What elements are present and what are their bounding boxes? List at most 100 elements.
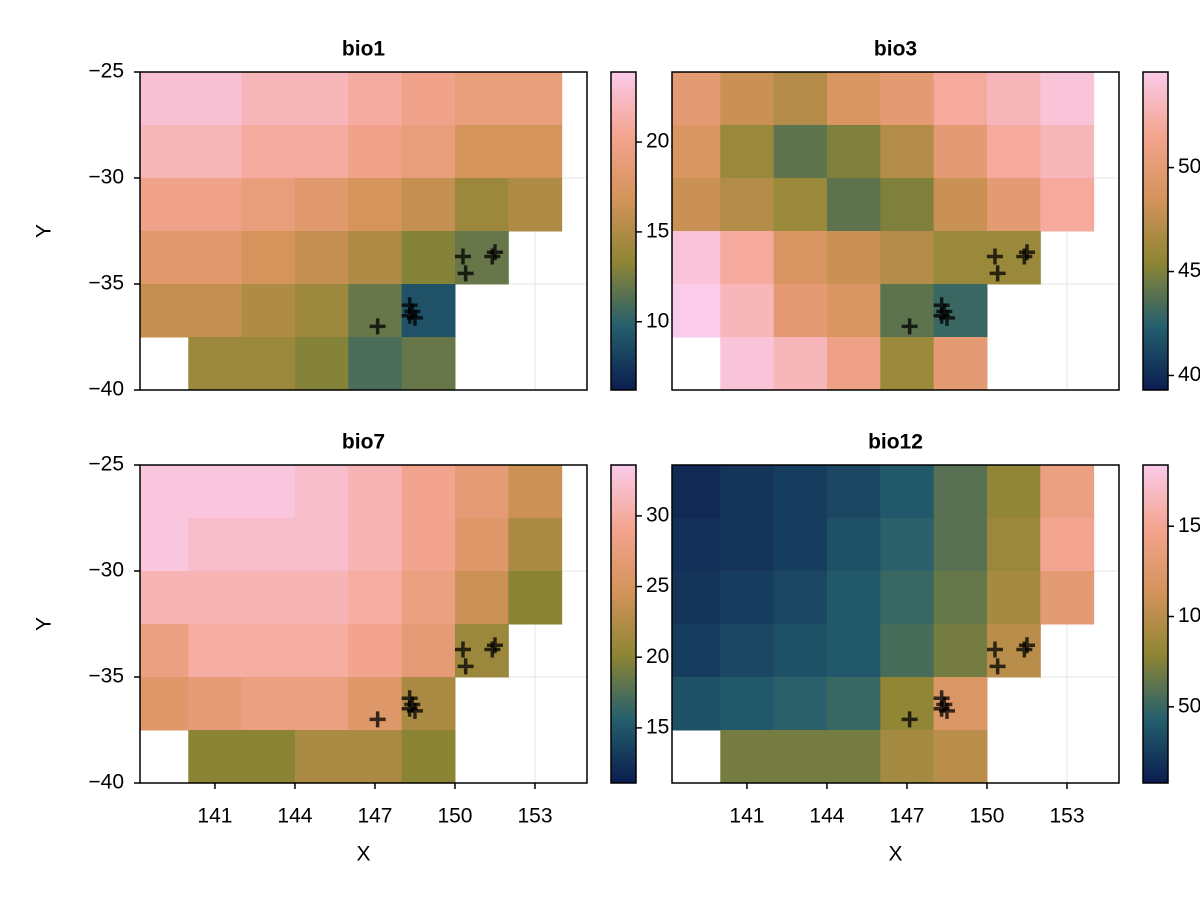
heatmap-cell — [720, 337, 775, 390]
heatmap-cell — [933, 571, 988, 625]
heatmap-cell — [140, 125, 189, 179]
heatmap-cell — [294, 465, 349, 519]
heatmap-cell — [1040, 465, 1095, 519]
heatmap-cell — [294, 337, 349, 390]
heatmap-cell — [1040, 125, 1095, 179]
heatmap-cell — [188, 571, 243, 625]
heatmap-cell — [188, 624, 243, 678]
occurrence-point — [938, 702, 955, 719]
y-tick-label: −30 — [88, 559, 124, 582]
heatmap-cell — [933, 231, 988, 285]
heatmap-cell — [401, 337, 456, 390]
occurrence-point — [901, 711, 918, 728]
heatmap-cell — [720, 125, 775, 179]
axes-frame — [671, 464, 1120, 784]
heatmap-cell — [880, 571, 935, 625]
heatmap-cell — [986, 72, 1041, 126]
y-tick-label: −40 — [88, 378, 124, 401]
heatmap-cell — [401, 231, 456, 285]
panel: bio1 −40 −35 −30 −25 Y 10 15 20 — [33, 38, 670, 401]
heatmap-cell — [140, 571, 189, 625]
heatmap-cell — [826, 337, 881, 390]
x-tick-label: 150 — [969, 805, 1004, 828]
heatmap-cell — [188, 178, 243, 232]
occurrence-point — [901, 318, 918, 335]
heatmap-cell — [401, 178, 456, 232]
heatmap-cell — [188, 125, 243, 179]
y-tick-label: −25 — [88, 453, 124, 476]
heatmap-cell — [773, 677, 828, 731]
colorbar-tick-label: 25 — [646, 574, 669, 597]
colorbar-tick-label: 50 — [1178, 155, 1200, 178]
heatmap-cell — [188, 337, 243, 390]
heatmap-cell — [294, 624, 349, 678]
colorbar — [1142, 71, 1169, 391]
heatmap-cell — [508, 571, 563, 625]
heatmap-cell — [294, 518, 349, 572]
heatmap-cell — [826, 518, 881, 572]
x-tick-label: 141 — [197, 805, 232, 828]
heatmap-cell — [880, 677, 935, 731]
heatmap-cell — [933, 337, 988, 390]
heatmap-cell — [720, 677, 775, 731]
heatmap-cell — [188, 465, 243, 519]
y-axis-label: Y — [33, 617, 56, 631]
heatmap-cell — [401, 125, 456, 179]
axes-frame — [671, 71, 1120, 391]
heatmap-cell — [773, 178, 828, 232]
heatmap-cell — [672, 465, 721, 519]
heatmap-cell — [241, 677, 296, 731]
heatmap-cell — [720, 465, 775, 519]
colorbar-tick-label: 500 — [1178, 694, 1200, 717]
heatmap-cell — [508, 125, 563, 179]
heatmap-cell — [720, 231, 775, 285]
colorbar-tick-label: 1500 — [1178, 514, 1200, 537]
occurrence-point — [406, 702, 423, 719]
heatmap-cell — [672, 624, 721, 678]
y-axis-label: Y — [33, 224, 56, 238]
heatmap-cell — [672, 178, 721, 232]
heatmap-cell — [241, 571, 296, 625]
occurrence-point — [1018, 244, 1035, 261]
x-axis-label: X — [888, 843, 902, 866]
heatmap-cell — [348, 178, 403, 232]
heatmap-cell — [241, 72, 296, 126]
colorbar-tick-label: 20 — [646, 645, 669, 668]
heatmap-cell — [454, 571, 509, 625]
heatmap-cell — [672, 231, 721, 285]
heatmap — [672, 465, 1095, 783]
colorbar — [610, 464, 637, 784]
heatmap-cell — [294, 677, 349, 731]
heatmap-cell — [672, 284, 721, 338]
heatmap-cell — [348, 284, 403, 338]
heatmap-cell — [188, 231, 243, 285]
heatmap-cell — [826, 72, 881, 126]
heatmap-cell — [294, 72, 349, 126]
colorbar-tick-label: 1000 — [1178, 604, 1200, 627]
heatmap-cell — [720, 178, 775, 232]
heatmap-cell — [826, 571, 881, 625]
occurrence-point — [1018, 637, 1035, 654]
occurrence-point — [406, 309, 423, 326]
heatmap-cell — [880, 465, 935, 519]
panel: bio7 141 144 147 150 153 −40 −35 −30 −25 X Y 15 20 25 3… — [33, 431, 670, 866]
heatmap-cell — [401, 571, 456, 625]
heatmap-cell — [826, 178, 881, 232]
x-tick-label: 141 — [729, 805, 764, 828]
heatmap-cell — [348, 337, 403, 390]
heatmap-cell — [140, 518, 189, 572]
occurrence-point — [486, 637, 503, 654]
heatmap-cell — [933, 730, 988, 783]
heatmap-cell — [986, 465, 1041, 519]
heatmap-cell — [986, 571, 1041, 625]
y-tick-label: −40 — [88, 771, 124, 794]
occurrence-point — [457, 265, 474, 282]
x-tick-label: 153 — [517, 805, 552, 828]
heatmap-cell — [1040, 571, 1095, 625]
heatmap-cell — [188, 72, 243, 126]
heatmap-cell — [720, 518, 775, 572]
heatmap-cell — [241, 465, 296, 519]
heatmap-cell — [773, 72, 828, 126]
heatmap-cell — [773, 730, 828, 783]
heatmap-cell — [933, 125, 988, 179]
